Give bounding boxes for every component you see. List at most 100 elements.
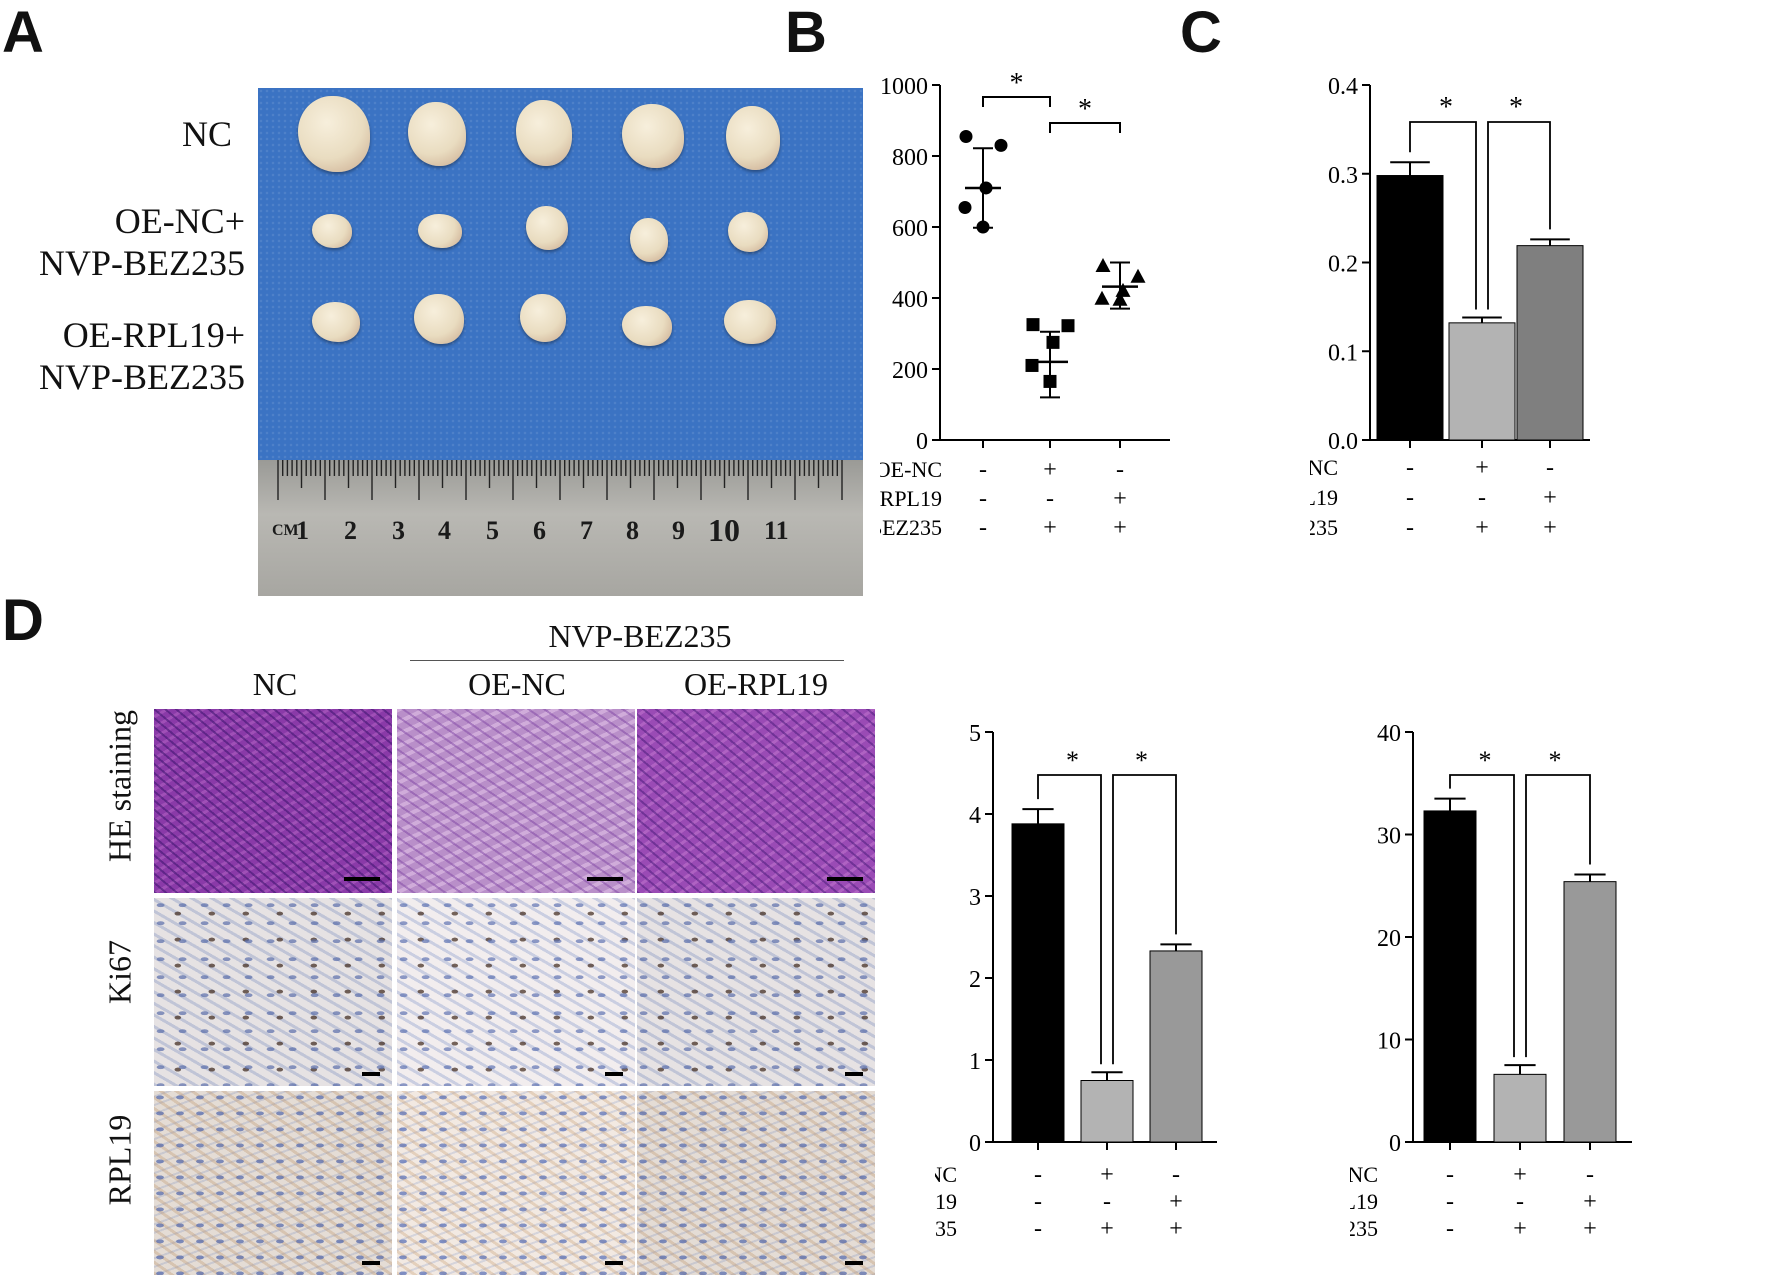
y-tick-label: 0.1 xyxy=(1328,340,1358,366)
treatment-sign: + xyxy=(1169,1216,1183,1242)
treatment-sign: - xyxy=(1034,1189,1042,1215)
significance-bracket xyxy=(982,96,1051,107)
ruler-number: 7 xyxy=(580,516,593,545)
tumor xyxy=(312,214,352,248)
tumor xyxy=(414,294,464,344)
treatment-sign: - xyxy=(1046,486,1054,512)
treatment-label: OE-NC xyxy=(1350,1162,1378,1187)
significance-star: * xyxy=(1078,94,1092,125)
data-point xyxy=(1094,290,1110,305)
data-point xyxy=(958,200,972,214)
scale-bar xyxy=(605,1072,623,1076)
treatment-sign: - xyxy=(1446,1189,1454,1215)
panel-label-d: D xyxy=(2,588,44,653)
y-tick-label: 10 xyxy=(1377,1029,1401,1055)
treatment-sign: + xyxy=(1583,1216,1597,1242)
scale-bar xyxy=(827,877,863,881)
ruler: CM 1 2 3 4 5 6 7 8 9 10 11 xyxy=(258,460,863,596)
treatment-label: OE-NC xyxy=(1310,455,1338,480)
column-label-nc: NC xyxy=(252,666,298,702)
micrograph-rpl19-oe-rpl19 xyxy=(637,1091,875,1275)
y-tick-label: 800 xyxy=(892,145,928,171)
scale-bar xyxy=(845,1261,863,1265)
ruler-ticks xyxy=(277,460,843,500)
data-point xyxy=(1095,258,1111,273)
ruler-number: 2 xyxy=(344,516,357,545)
treatment-sign: - xyxy=(979,457,987,483)
bar xyxy=(1516,245,1584,441)
y-tick-label: 1000 xyxy=(880,74,928,100)
micrograph-rpl19-oe-nc xyxy=(397,1091,635,1275)
treatment-label: NVP-BEZ235 xyxy=(1350,1216,1378,1241)
treatment-sign: - xyxy=(1406,455,1414,481)
data-point xyxy=(994,138,1008,152)
significance-star: * xyxy=(1066,746,1079,775)
panel-label-a: A xyxy=(2,0,44,65)
y-tick-label: 5 xyxy=(969,721,981,747)
treatment-sign: - xyxy=(1586,1162,1594,1188)
group-header: NVP-BEZ235 xyxy=(548,618,732,654)
ruler-number: 4 xyxy=(438,516,451,545)
data-point xyxy=(1115,282,1131,297)
data-point xyxy=(959,129,973,143)
row-label-ki67: Ki67 xyxy=(101,940,138,1004)
y-tick-label: 200 xyxy=(892,358,928,384)
y-tick-label: 3 xyxy=(969,885,981,911)
ruler-unit: CM xyxy=(272,522,299,539)
chart-d-rpl19: 010203040AOD of RPL19 IHC**OE-NC-+-OE-RP… xyxy=(1350,721,1632,1242)
bar xyxy=(1080,1080,1134,1143)
treatment-label: OE-RPL19 xyxy=(935,1189,957,1214)
treatment-sign: + xyxy=(1543,485,1557,511)
treatment-label: NVP-BEZ235 xyxy=(935,1216,957,1241)
tumor xyxy=(526,206,568,250)
y-tick-label: 2 xyxy=(969,967,981,993)
panel-label-c: C xyxy=(1180,0,1222,65)
treatment-sign: + xyxy=(1100,1162,1114,1188)
tumor xyxy=(298,96,370,172)
column-label-oe-rpl19: OE-RPL19 xyxy=(684,666,828,702)
significance-bracket xyxy=(1037,774,1102,1065)
data-point xyxy=(1026,318,1040,332)
column-label-oe-nc: OE-NC xyxy=(468,666,566,702)
bar xyxy=(1563,881,1617,1143)
treatment-label: OE-NC xyxy=(880,457,942,482)
tumor xyxy=(418,214,462,248)
treatment-sign: - xyxy=(1172,1162,1180,1188)
tumor xyxy=(630,218,668,262)
group-divider xyxy=(410,660,844,661)
treatment-sign: + xyxy=(1169,1189,1183,1215)
treatment-sign: + xyxy=(1475,515,1489,541)
treatment-label: OE-NC xyxy=(935,1162,957,1187)
treatment-sign: + xyxy=(1043,515,1057,541)
scale-bar xyxy=(605,1261,623,1265)
tumor-photo: CM 1 2 3 4 5 6 7 8 9 10 11 xyxy=(258,88,863,596)
treatment-label: OE-RPL19 xyxy=(1350,1189,1378,1214)
bar xyxy=(1448,322,1516,441)
treatment-sign: - xyxy=(1446,1162,1454,1188)
bar xyxy=(1376,175,1444,441)
y-tick-label: 20 xyxy=(1377,926,1401,952)
row-label-nc: NC xyxy=(181,114,232,154)
panel-label-b: B xyxy=(785,0,827,65)
treatment-sign: - xyxy=(1116,457,1124,483)
ruler-number: 3 xyxy=(392,516,405,545)
treatment-label: OE-RPL19 xyxy=(1310,485,1338,510)
ruler-number: 10 xyxy=(708,512,740,548)
significance-star: * xyxy=(1439,92,1453,123)
treatment-label: OE-RPL19 xyxy=(880,486,942,511)
y-tick-label: 1 xyxy=(969,1049,981,1075)
data-point xyxy=(1130,268,1146,283)
significance-bracket xyxy=(1409,121,1477,310)
treatment-sign: - xyxy=(1103,1189,1111,1215)
treatment-sign: + xyxy=(1113,486,1127,512)
ruler-number: 5 xyxy=(486,516,499,545)
treatment-sign: + xyxy=(1513,1162,1527,1188)
treatment-label: NVP-BEZ235 xyxy=(1310,515,1338,540)
significance-bracket xyxy=(1525,774,1591,1058)
treatment-sign: + xyxy=(1583,1189,1597,1215)
bar xyxy=(1493,1073,1547,1143)
y-tick-label: 0 xyxy=(969,1131,981,1157)
treatment-sign: - xyxy=(1446,1216,1454,1242)
y-tick-label: 600 xyxy=(892,216,928,242)
y-tick-label: 0.0 xyxy=(1328,429,1358,455)
